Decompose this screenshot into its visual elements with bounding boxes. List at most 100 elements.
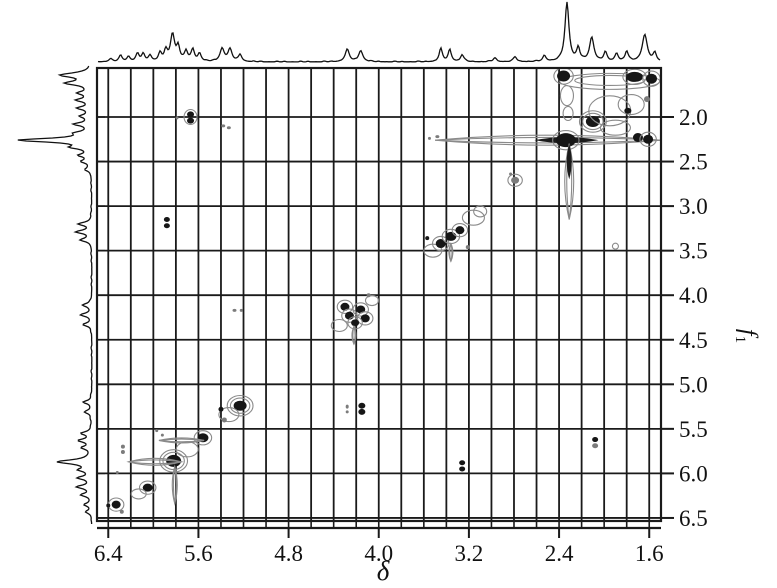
y-tick-label: 3.0 xyxy=(679,194,708,219)
x-tick-label: 5.6 xyxy=(184,541,213,566)
contour-spot xyxy=(643,96,650,103)
x-tick-label: 1.6 xyxy=(635,541,664,566)
y-tick-label: 3.5 xyxy=(679,239,708,264)
contour-spot xyxy=(459,466,466,472)
x-tick-label: 6.4 xyxy=(94,541,123,566)
y-title-sub-1: 1 xyxy=(732,336,748,344)
contour-ring xyxy=(622,68,647,86)
contour-spot xyxy=(187,111,195,118)
contour-spot xyxy=(120,450,125,455)
contour-spot xyxy=(218,406,224,412)
y-tick-label: 2.5 xyxy=(679,150,708,175)
contour-blob xyxy=(356,305,366,314)
contour-streak-vertical xyxy=(352,326,356,345)
x-tick-label: 2.4 xyxy=(545,541,574,566)
x-tick-label: 4.0 xyxy=(364,541,393,566)
contour-ring xyxy=(599,119,631,136)
contour-spot xyxy=(366,293,371,298)
contour-blob xyxy=(340,302,350,311)
y-tick-label: 5.0 xyxy=(679,372,708,397)
contour-spot xyxy=(232,308,237,312)
contour-blob xyxy=(645,73,657,84)
contour-ring xyxy=(552,130,580,151)
contour-spot xyxy=(592,437,599,443)
contour-ring xyxy=(138,480,157,495)
contour-spot xyxy=(106,503,111,508)
contour-spot xyxy=(226,126,231,130)
contour-spot xyxy=(624,107,632,114)
contour-blob xyxy=(557,70,571,82)
contour-spot xyxy=(120,444,125,449)
contour-spot xyxy=(345,404,349,409)
contour-blob xyxy=(626,71,644,82)
contour-peaks xyxy=(106,67,661,514)
contour-streak-vertical xyxy=(449,243,453,262)
contour-spot xyxy=(119,509,124,514)
contour-streak-vertical xyxy=(172,466,177,504)
contour-ring xyxy=(559,85,575,107)
contour-blob xyxy=(142,483,153,492)
contour-spot xyxy=(465,245,470,250)
contour-blob xyxy=(585,115,600,127)
y-tick-label: 6.0 xyxy=(679,461,708,486)
contour-ring xyxy=(562,105,574,121)
contour-streak-vertical xyxy=(566,143,572,180)
x-axis-title-delta: δ xyxy=(377,556,390,586)
left-1d-trace xyxy=(17,65,93,524)
contour-spot xyxy=(163,216,170,222)
contour-spot xyxy=(155,429,159,433)
contour-ring xyxy=(611,242,619,250)
y-tick-label: 6.5 xyxy=(679,506,708,531)
axes-and-ticks xyxy=(95,66,674,538)
contour-blob xyxy=(111,500,121,509)
contour-ring xyxy=(364,295,380,307)
contour-spot xyxy=(160,433,164,437)
contour-blob xyxy=(511,176,520,184)
x-tick-label: 4.8 xyxy=(274,541,303,566)
contour-spot xyxy=(459,460,466,466)
contour-blob xyxy=(351,319,360,327)
contour-spot xyxy=(592,443,599,449)
contour-ring xyxy=(617,93,645,116)
1d-proton-traces xyxy=(17,1,661,524)
y-tick-label: 4.0 xyxy=(679,283,708,308)
contour-blob xyxy=(455,226,465,235)
contour-ring xyxy=(130,488,147,500)
y-tick-label: 2.0 xyxy=(679,105,708,130)
contour-ring xyxy=(175,441,199,458)
contour-spot xyxy=(345,410,349,414)
contour-ring xyxy=(336,299,354,314)
contour-blob xyxy=(360,314,370,323)
contour-ring xyxy=(193,430,213,446)
contour-spot xyxy=(509,172,513,176)
contour-ring xyxy=(229,397,251,414)
contour-spot xyxy=(358,402,366,409)
contour-spot xyxy=(239,308,243,312)
contour-spot xyxy=(221,124,226,128)
contour-ring xyxy=(451,223,469,238)
contour-ring xyxy=(356,311,374,326)
y-title-f: f xyxy=(735,329,761,339)
contour-ring xyxy=(507,173,523,187)
y-axis-title-f1: f1 xyxy=(732,329,761,343)
contour-ring xyxy=(582,112,604,131)
contour-spot xyxy=(427,136,431,140)
y-tick-label: 5.5 xyxy=(679,417,708,442)
tick-label-layer: 6.4 5.6 4.8 4.0 3.2 2.4 1.6 2.0 2.5 3.0 3.5 4.0 4.5 5… xyxy=(94,105,708,566)
contour-ring xyxy=(226,394,254,417)
contour-blob xyxy=(435,239,446,249)
contour-spot xyxy=(425,236,430,241)
grid-lines xyxy=(97,68,661,521)
contour-ring xyxy=(218,407,240,423)
contour-blob xyxy=(445,231,457,241)
contour-blob xyxy=(555,133,576,148)
contour-spot xyxy=(358,408,366,415)
contour-ring xyxy=(330,318,348,333)
y-tick-label: 4.5 xyxy=(679,328,708,353)
contour-spot xyxy=(435,135,440,139)
contour-ring xyxy=(473,205,488,218)
contour-spot xyxy=(187,117,195,124)
contour-streak-horizontal xyxy=(128,459,182,465)
contour-blob xyxy=(233,400,247,411)
